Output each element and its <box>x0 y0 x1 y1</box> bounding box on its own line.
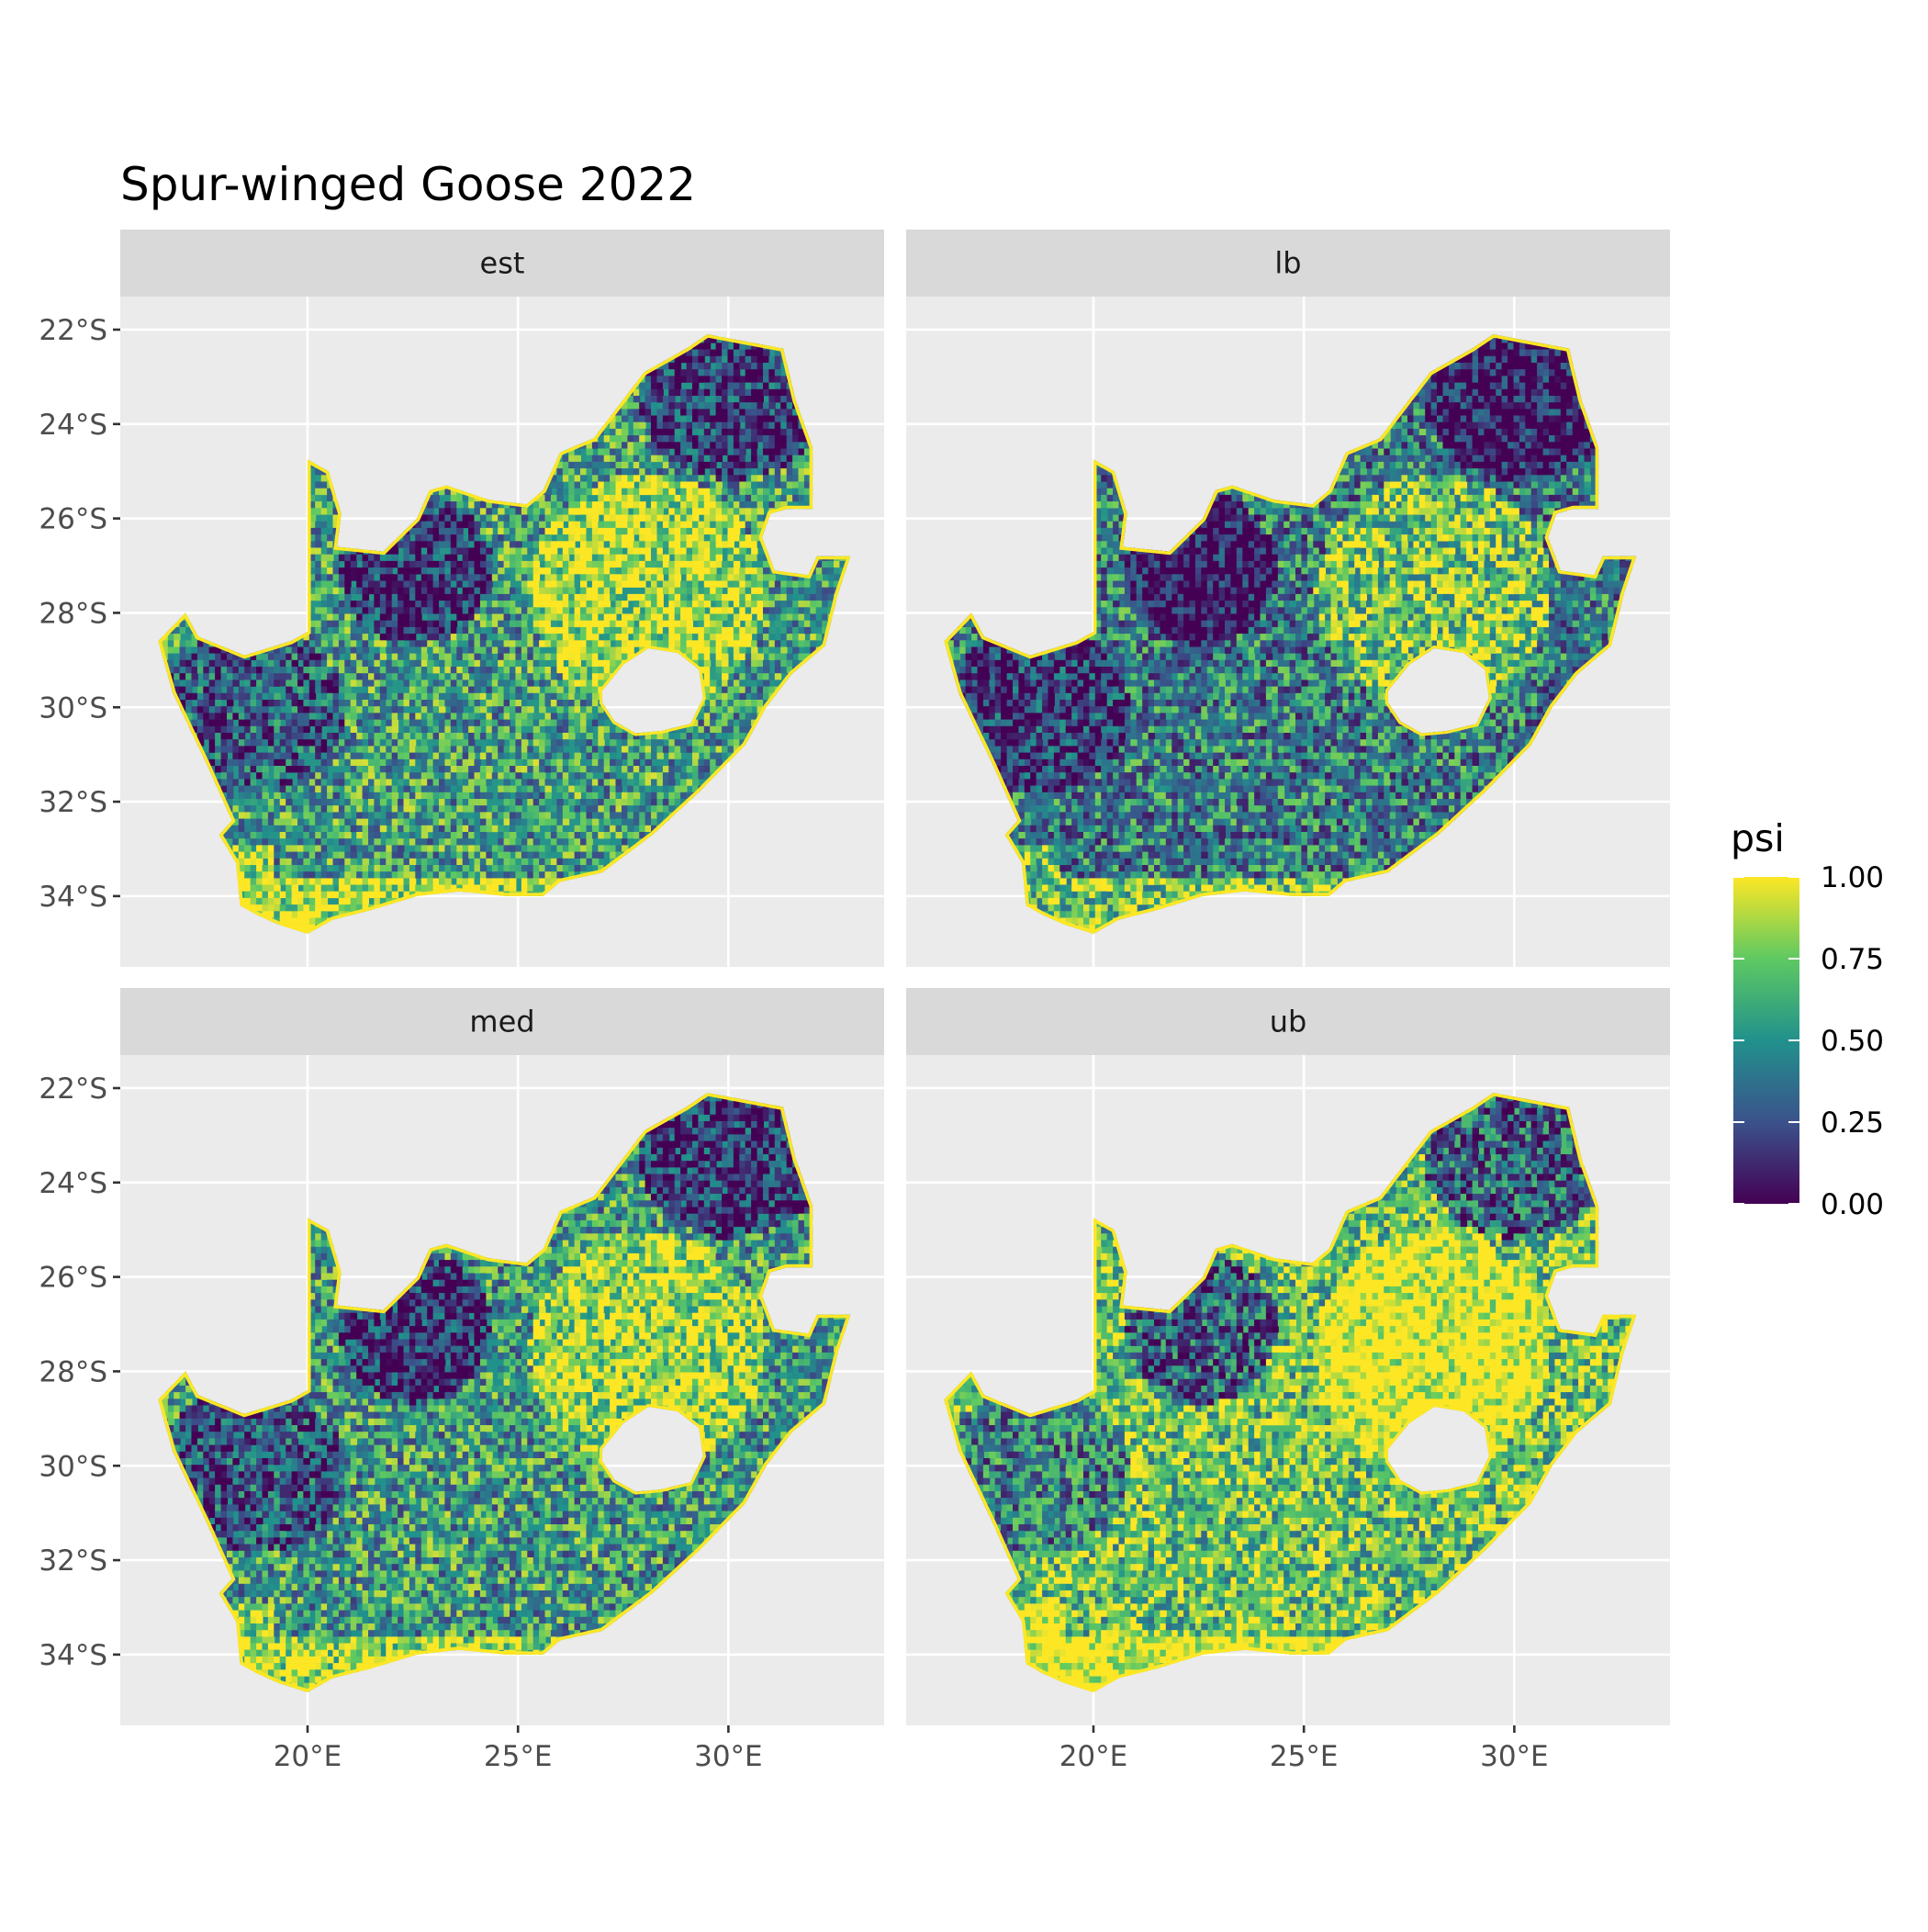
facet-panel-lb: lb <box>906 230 1670 967</box>
x-tick-label: 25°E <box>484 1740 553 1773</box>
y-tick-label: 22°S <box>39 314 107 347</box>
facet-panels: est 22°S 24°S 26°S 28°S 30°S 32°S 34°S lb med 22°S… <box>39 230 1670 1773</box>
facet-strip-label: est <box>480 246 525 281</box>
x-tick-label: 30°E <box>694 1740 763 1773</box>
y-tick-label: 28°S <box>39 597 107 630</box>
y-tick-label: 26°S <box>39 1262 107 1295</box>
y-tick-label: 34°S <box>39 1639 107 1672</box>
legend-label: 1.00 <box>1821 861 1884 894</box>
x-tick-label: 20°E <box>274 1740 342 1773</box>
y-tick-label: 32°S <box>39 1544 107 1578</box>
facet-panel-est: est 22°S 24°S 26°S 28°S 30°S 32°S 34°S <box>39 230 884 967</box>
y-tick-label: 30°S <box>39 1450 107 1483</box>
facet-panel-ub: ub 20°E 25°E 30°E <box>906 988 1670 1773</box>
y-tick-label: 24°S <box>39 1167 107 1200</box>
y-tick-label: 26°S <box>39 503 107 536</box>
y-tick-label: 22°S <box>39 1073 107 1106</box>
legend-label: 0.50 <box>1821 1025 1884 1058</box>
facet-panel-med: med 22°S 24°S 26°S 28°S 30°S 32°S 34°S 20°E 25°E 3… <box>39 988 884 1773</box>
facet-strip-label: med <box>469 1005 534 1039</box>
x-tick-label: 30°E <box>1480 1740 1549 1773</box>
legend-label: 0.00 <box>1821 1188 1884 1221</box>
facet-strip-label: ub <box>1270 1005 1307 1039</box>
y-tick-label: 30°S <box>39 691 107 724</box>
y-tick-label: 24°S <box>39 409 107 442</box>
y-tick-label: 32°S <box>39 786 107 819</box>
legend-title: psi <box>1731 816 1785 860</box>
y-tick-label: 34°S <box>39 881 107 914</box>
x-tick-label: 25°E <box>1270 1740 1339 1773</box>
legend: psi 1.00 0.75 0.50 0.25 0.00 <box>1731 816 1884 1221</box>
legend-label: 0.75 <box>1821 943 1884 976</box>
x-tick-label: 20°E <box>1059 1740 1128 1773</box>
chart-title: Spur-winged Goose 2022 <box>120 158 696 211</box>
y-tick-label: 28°S <box>39 1355 107 1388</box>
facet-strip-label: lb <box>1274 246 1301 281</box>
legend-label: 0.25 <box>1821 1106 1884 1140</box>
